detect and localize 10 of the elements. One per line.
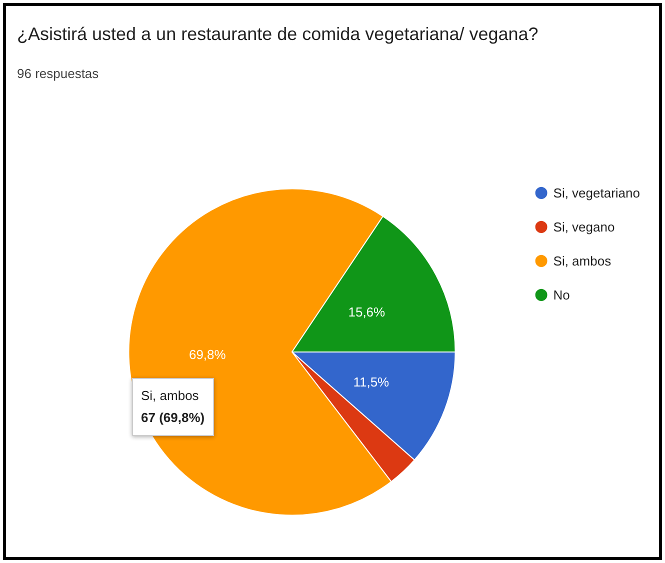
data-label: 69,8%	[188, 347, 226, 362]
data-label: 15,6%	[348, 304, 386, 320]
legend-label: Si, vegano	[553, 220, 615, 234]
legend-label: No	[553, 288, 570, 302]
legend-label: Si, ambos	[553, 254, 612, 268]
chart-subtitle: 96 respuestas	[17, 66, 100, 81]
legend-label: Si, vegetariano	[553, 186, 640, 200]
chart-title: ¿Asistirá usted a un restaurante de comida vegetariana/ vegana?	[17, 24, 538, 44]
text: Si, ambos 67 (69,8%)	[141, 387, 205, 427]
data-label: 11,5%	[353, 374, 390, 390]
